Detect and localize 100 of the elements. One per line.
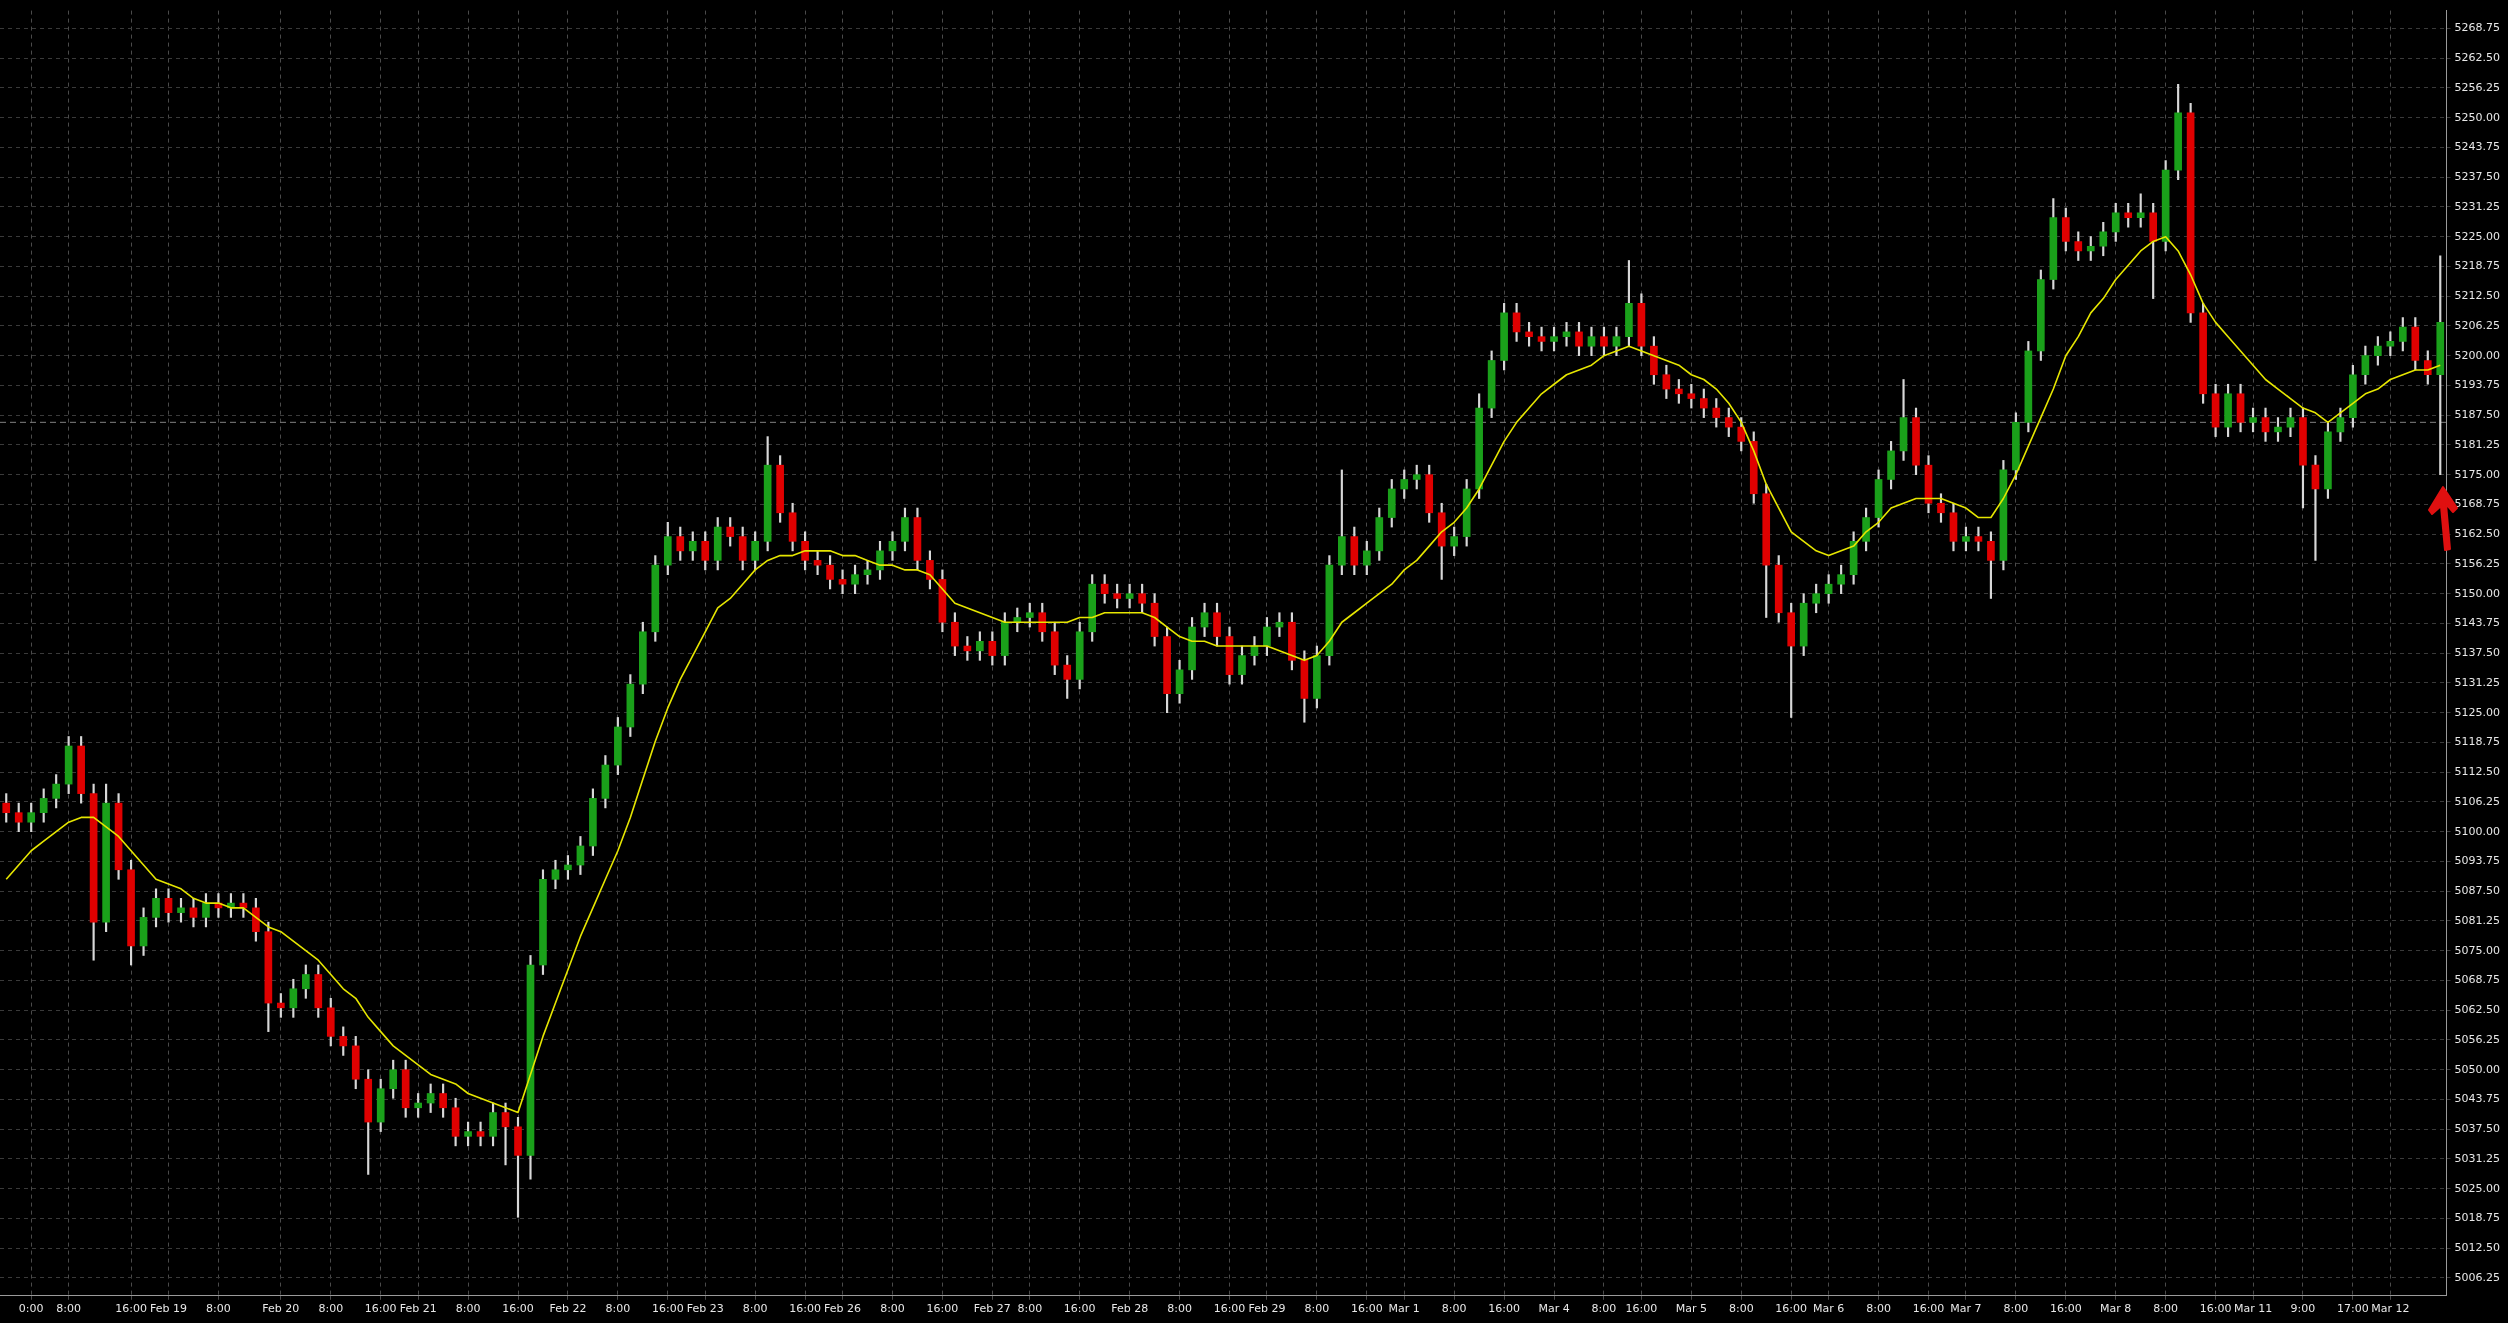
y-tick-label: 5256.25 xyxy=(2454,80,2501,94)
x-tick-label: 0:00 xyxy=(18,1302,44,1316)
y-tick-label: 5250.00 xyxy=(2454,110,2501,124)
y-tick-label: 5262.50 xyxy=(2454,51,2501,65)
x-tick-label: Feb 21 xyxy=(399,1302,437,1316)
x-tick-label: 16:00 xyxy=(2199,1302,2232,1316)
y-tick-label: 5137.50 xyxy=(2454,646,2501,660)
x-tick-label: 16:00 xyxy=(364,1302,397,1316)
candlestick xyxy=(1537,326,1546,352)
x-tick-label: 8:00 xyxy=(206,1302,231,1316)
y-tick-label: 5012.50 xyxy=(2454,1241,2501,1255)
x-tick-label: Feb 19 xyxy=(150,1302,187,1316)
y-tick-label: 5068.75 xyxy=(2454,973,2501,987)
y-tick-label: 5243.75 xyxy=(2454,140,2501,154)
y-tick-label: 5200.00 xyxy=(2454,348,2501,362)
x-tick-label: 8:00 xyxy=(1441,1302,1467,1316)
x-tick-label: 8:00 xyxy=(1304,1302,1330,1316)
y-tick-label: 5006.25 xyxy=(2454,1270,2501,1284)
x-tick-label: 16:00 xyxy=(1213,1302,1246,1316)
x-tick-label: Mar 4 xyxy=(1538,1302,1570,1316)
x-tick-label: Mar 5 xyxy=(1675,1302,1707,1316)
y-tick-label: 5100.00 xyxy=(2454,824,2501,838)
x-tick-label: 8:00 xyxy=(1728,1302,1754,1316)
x-tick-label: 16:00 xyxy=(115,1302,147,1316)
y-tick-label: 5081.25 xyxy=(2454,913,2501,927)
x-tick-label: Mar 12 xyxy=(2371,1302,2410,1316)
y-tick-label: 5206.25 xyxy=(2454,318,2501,332)
candlestick xyxy=(476,1121,485,1147)
y-tick-label: 5087.50 xyxy=(2454,884,2501,898)
x-tick-label: Feb 27 xyxy=(973,1302,1011,1316)
x-tick-label: 8:00 xyxy=(455,1302,481,1316)
x-tick-label: 16:00 xyxy=(2049,1302,2082,1316)
x-tick-label: 16:00 xyxy=(1625,1302,1658,1316)
candlestick xyxy=(1974,526,1983,552)
candlestick xyxy=(501,1102,510,1166)
y-tick-label: 5062.50 xyxy=(2454,1003,2501,1017)
x-tick-label: 8:00 xyxy=(2003,1302,2029,1316)
y-tick-label: 5031.25 xyxy=(2454,1151,2501,1165)
x-tick-label: 8:00 xyxy=(1591,1302,1617,1316)
x-tick-label: 8:00 xyxy=(318,1302,344,1316)
y-tick-label: 5018.75 xyxy=(2454,1211,2501,1225)
y-tick-label: 5212.50 xyxy=(2454,289,2501,303)
y-tick-label: 5056.25 xyxy=(2454,1032,2501,1046)
y-tick-label: 5050.00 xyxy=(2454,1062,2501,1076)
y-tick-label: 5025.00 xyxy=(2454,1181,2501,1195)
y-tick-label: 5150.00 xyxy=(2454,586,2501,600)
x-tick-label: 8:00 xyxy=(2153,1302,2179,1316)
x-tick-label: 16:00 xyxy=(502,1302,534,1316)
x-tick-label: 16:00 xyxy=(651,1302,684,1316)
x-tick-label: 9:00 xyxy=(2290,1302,2316,1316)
y-tick-label: 5168.75 xyxy=(2454,497,2501,511)
x-tick-label: 8:00 xyxy=(1167,1302,1192,1316)
y-tick-label: 5218.75 xyxy=(2454,259,2501,273)
y-tick-label: 5075.00 xyxy=(2454,943,2501,957)
x-tick-label: Mar 8 xyxy=(2100,1302,2132,1316)
x-tick-label: 16:00 xyxy=(789,1302,821,1316)
x-tick-label: 17:00 xyxy=(2337,1302,2369,1316)
y-tick-label: 5175.00 xyxy=(2454,467,2501,481)
x-tick-label: 16:00 xyxy=(1350,1302,1383,1316)
x-tick-label: Feb 22 xyxy=(549,1302,587,1316)
x-tick-label: 16:00 xyxy=(1775,1302,1808,1316)
x-tick-label: Mar 6 xyxy=(1813,1302,1845,1316)
x-tick-label: 16:00 xyxy=(1488,1302,1520,1316)
x-tick-label: 8:00 xyxy=(880,1302,905,1316)
y-tick-label: 5156.25 xyxy=(2454,556,2501,570)
y-tick-label: 5193.75 xyxy=(2454,378,2501,392)
y-tick-label: 5181.25 xyxy=(2454,437,2501,451)
x-tick-label: 8:00 xyxy=(742,1302,768,1316)
y-tick-label: 5043.75 xyxy=(2454,1092,2501,1106)
x-tick-label: Feb 20 xyxy=(262,1302,300,1316)
y-tick-label: 5125.00 xyxy=(2454,705,2501,719)
y-tick-label: 5037.50 xyxy=(2454,1122,2501,1136)
x-tick-label: Feb 29 xyxy=(1248,1302,1286,1316)
x-tick-label: 8:00 xyxy=(56,1302,81,1316)
y-tick-label: 5118.75 xyxy=(2454,735,2501,749)
y-tick-label: 5231.25 xyxy=(2454,199,2501,213)
y-tick-label: 5268.75 xyxy=(2454,21,2501,35)
candlestick xyxy=(888,531,897,561)
y-tick-label: 5131.25 xyxy=(2454,675,2501,689)
y-tick-label: 5225.00 xyxy=(2454,229,2501,243)
x-tick-label: Mar 7 xyxy=(1950,1302,1982,1316)
y-tick-label: 5187.50 xyxy=(2454,408,2501,422)
candlestick xyxy=(2311,455,2320,561)
candlestick xyxy=(2286,407,2295,437)
x-tick-label: 16:00 xyxy=(1063,1302,1096,1316)
x-tick-label: Feb 23 xyxy=(686,1302,724,1316)
y-tick-label: 5093.75 xyxy=(2454,854,2501,868)
x-tick-label: 8:00 xyxy=(1017,1302,1043,1316)
x-tick-label: 8:00 xyxy=(1866,1302,1891,1316)
x-tick-label: 16:00 xyxy=(926,1302,959,1316)
candlestick xyxy=(838,569,847,595)
x-tick-label: 8:00 xyxy=(605,1302,631,1316)
x-tick-label: Mar 1 xyxy=(1388,1302,1420,1316)
x-tick-label: Feb 28 xyxy=(1111,1302,1149,1316)
x-tick-label: Feb 26 xyxy=(824,1302,862,1316)
y-tick-label: 5112.50 xyxy=(2454,765,2501,779)
y-tick-label: 5162.50 xyxy=(2454,527,2501,541)
x-tick-label: Mar 11 xyxy=(2233,1302,2273,1316)
y-tick-label: 5237.50 xyxy=(2454,170,2501,184)
x-tick-label: 16:00 xyxy=(1912,1302,1945,1316)
